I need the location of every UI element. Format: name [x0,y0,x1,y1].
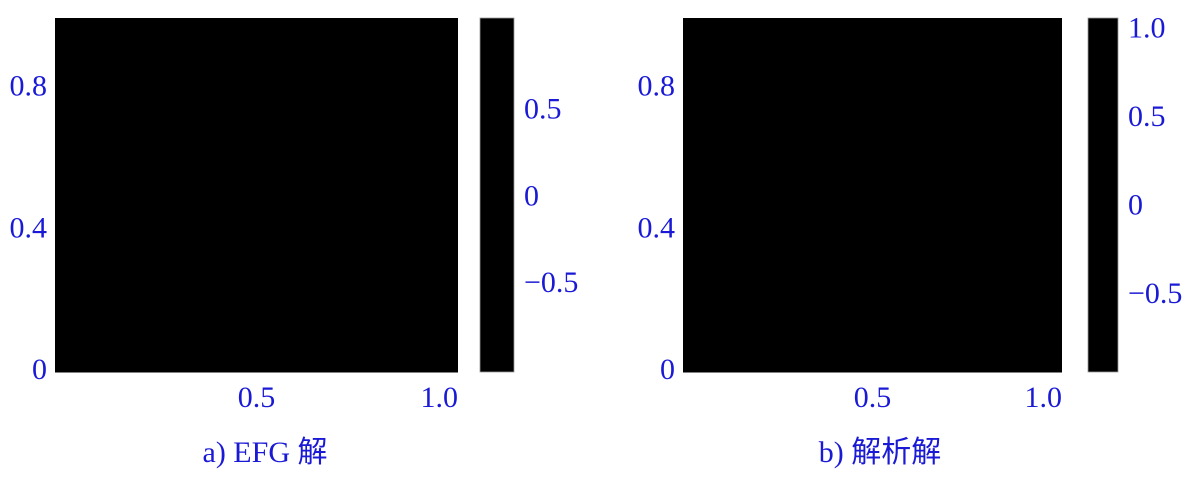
heatmap-cell [683,274,1062,293]
heatmap-cell [55,97,458,116]
heatmap-cell [55,26,458,46]
colorbar-tick-label: −0.5 [524,266,578,299]
heatmap-cell [55,18,458,28]
colorbar [479,17,515,373]
heatmap-cell [683,97,1062,116]
y-tick-label: 0.8 [638,70,676,103]
heatmap-cell [683,221,1062,240]
heatmap-cell [683,133,1062,152]
heatmap-cell [55,310,458,329]
heatmap-cell [683,168,1062,187]
heatmap-cell [55,79,458,99]
colorbar-tick-label: 0 [1128,188,1143,221]
heatmap-cell [55,115,458,134]
x-tick-label: 0.5 [238,381,276,414]
heatmap-cell [55,203,458,223]
x-tick-label: 0.5 [854,381,892,414]
heatmap-cell [683,363,1062,373]
heatmap-cell [683,292,1062,311]
y-tick-label: 0 [660,353,675,386]
heatmap-cell [683,44,1062,63]
heatmap-cell [55,150,458,170]
heatmap-cell [683,345,1062,364]
heatmap-cell [55,345,458,364]
heatmap-cell [683,239,1062,258]
y-tick-label: 0.4 [10,211,48,244]
x-tick-label: 1.0 [1025,381,1063,414]
colorbar-tick-label: 1.0 [1128,11,1166,44]
colorbar-tick-label: 0.5 [1128,100,1166,133]
heatmap-cell [683,79,1062,99]
heatmap-cell [683,62,1062,81]
heatmap-cell [55,186,458,205]
x-tick-label: 1.0 [421,381,459,414]
heatmap-cell [683,327,1062,347]
heatmap-cell [55,168,458,187]
heatmap-cell [55,327,458,347]
caption: b) 解析解 [819,436,942,469]
heatmap-cell [683,26,1062,46]
heatmap-cell [683,310,1062,329]
caption: a) EFG 解 [203,436,328,469]
heatmap-cell [55,44,458,63]
heatmap-cell [683,115,1062,134]
heatmap-cell [683,186,1062,205]
heatmap-cell [683,256,1062,276]
heatmap-cell [683,18,1062,28]
heatmap-cell [55,274,458,293]
heatmap-cell [683,150,1062,170]
colorbar-tick-label: 0 [524,179,539,212]
heatmap-cell [55,133,458,152]
colorbar-tick-label: 0.5 [524,93,562,126]
heatmap-cell [55,221,458,240]
y-tick-label: 0.4 [638,211,676,244]
y-tick-label: 0.8 [10,70,48,103]
heatmap-cell [55,239,458,258]
colorbar-tick-label: −0.5 [1128,277,1182,310]
colorbar [1087,17,1119,373]
heatmap-cell [683,203,1062,223]
heatmap-cell [55,292,458,311]
heatmap-cell [55,256,458,276]
y-tick-label: 0 [32,353,47,386]
heatmap-cell [55,363,458,373]
heatmap-cell [55,62,458,81]
